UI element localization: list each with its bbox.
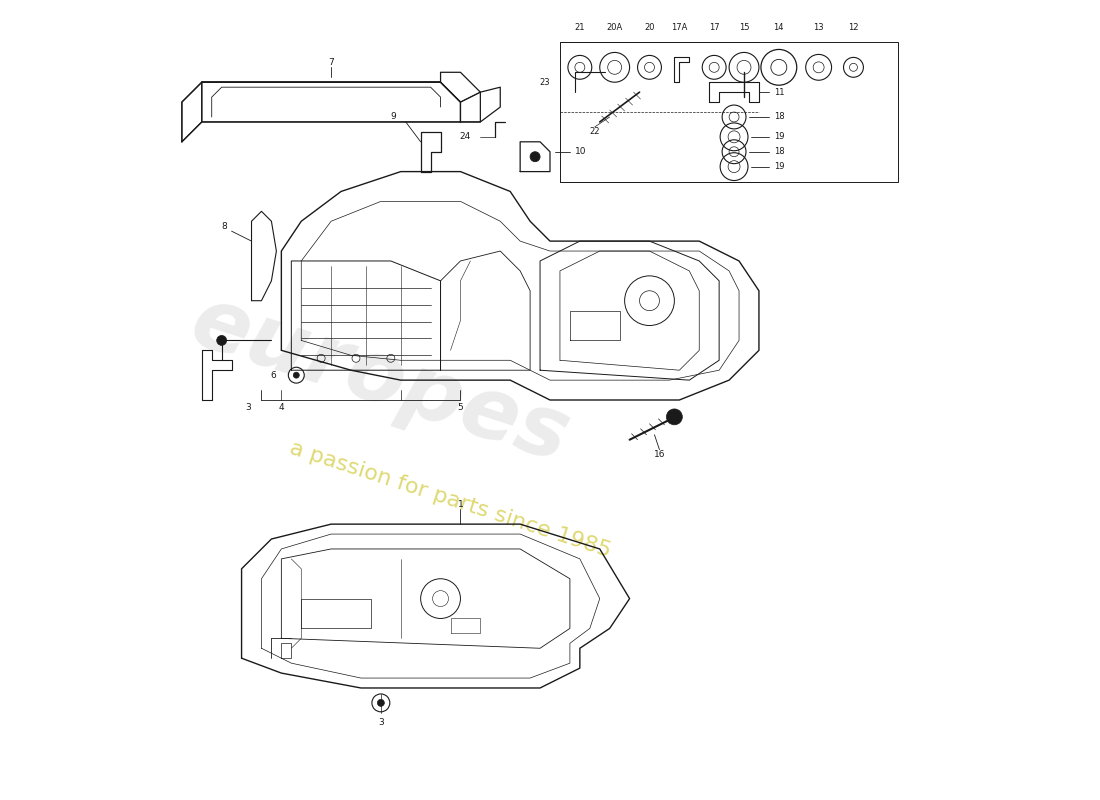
Circle shape — [294, 372, 299, 378]
Text: 9: 9 — [390, 113, 396, 122]
Text: 12: 12 — [848, 23, 859, 32]
Text: 16: 16 — [653, 450, 666, 459]
Text: 23: 23 — [539, 78, 550, 86]
Text: 15: 15 — [739, 23, 749, 32]
Text: 3: 3 — [245, 403, 252, 413]
Circle shape — [530, 152, 540, 162]
Text: 11: 11 — [774, 88, 784, 97]
Text: 18: 18 — [774, 113, 784, 122]
Text: 5: 5 — [458, 403, 463, 413]
Text: a passion for parts since 1985: a passion for parts since 1985 — [287, 438, 614, 561]
Text: 13: 13 — [813, 23, 824, 32]
Text: 4: 4 — [278, 403, 284, 413]
Circle shape — [377, 699, 384, 706]
Text: 6: 6 — [271, 370, 276, 380]
Text: 10: 10 — [575, 147, 586, 156]
Text: 17A: 17A — [671, 23, 688, 32]
Text: 18: 18 — [774, 147, 784, 156]
Bar — [560, 42, 899, 182]
Text: 19: 19 — [774, 132, 784, 142]
Text: 1: 1 — [458, 500, 463, 509]
Text: 24: 24 — [459, 132, 471, 142]
Text: 7: 7 — [328, 58, 334, 67]
Text: 19: 19 — [774, 162, 784, 171]
Text: europes: europes — [182, 280, 581, 480]
Circle shape — [217, 335, 227, 346]
Text: 17: 17 — [708, 23, 719, 32]
Text: 8: 8 — [221, 222, 227, 230]
Text: 14: 14 — [773, 23, 784, 32]
Text: 3: 3 — [378, 718, 384, 727]
Circle shape — [667, 409, 682, 425]
Text: 22: 22 — [590, 127, 600, 136]
Text: 21: 21 — [574, 23, 585, 32]
Text: 20: 20 — [645, 23, 654, 32]
Text: 20A: 20A — [606, 23, 623, 32]
